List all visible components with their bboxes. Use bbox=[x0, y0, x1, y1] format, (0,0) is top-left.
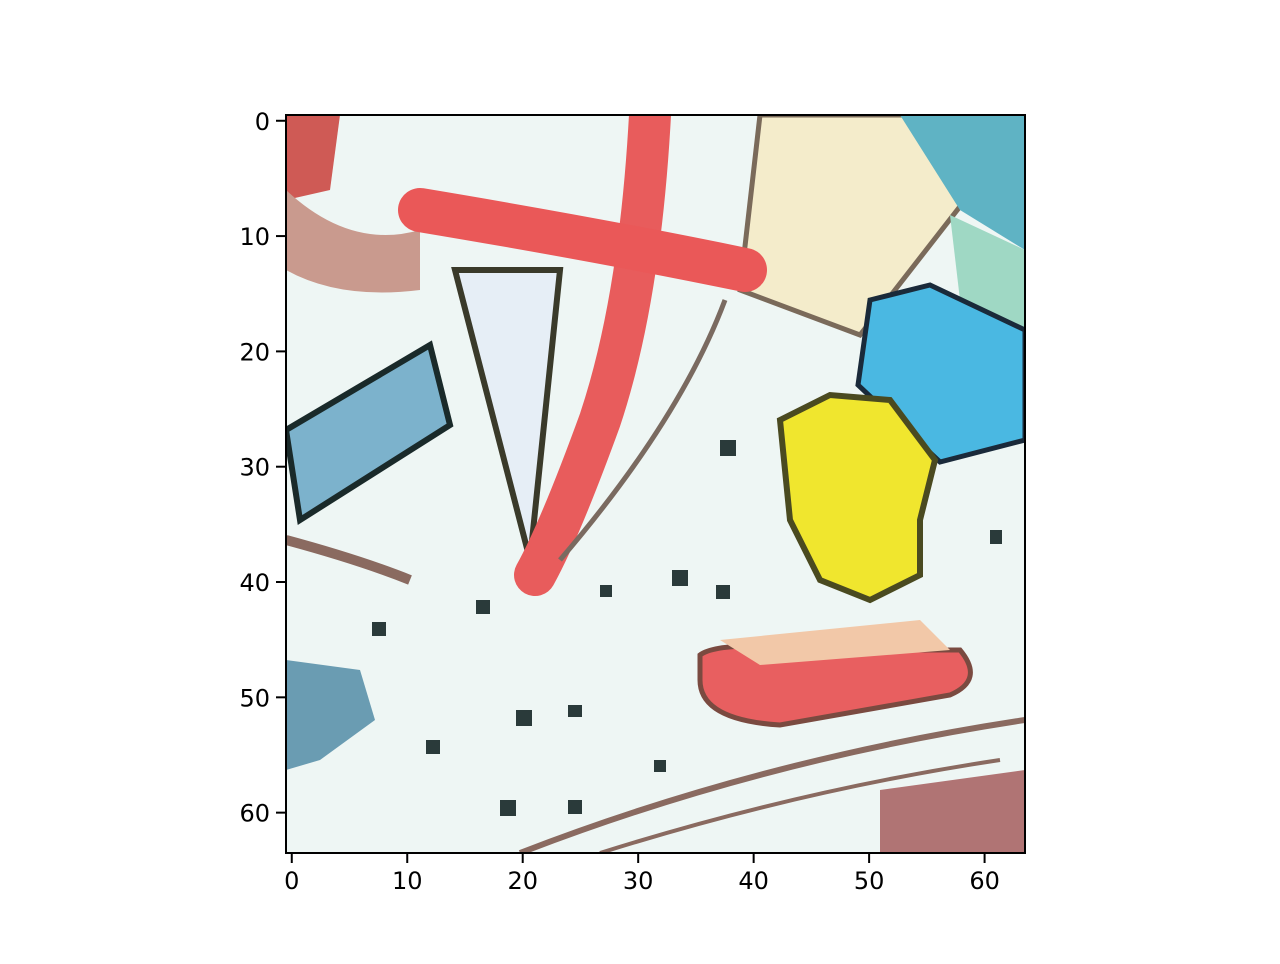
x-tick-label: 20 bbox=[507, 867, 538, 895]
x-tick-label: 60 bbox=[969, 867, 1000, 895]
y-tick-label: 10 bbox=[239, 223, 270, 251]
y-tick-label: 60 bbox=[239, 800, 270, 828]
x-tick-label: 40 bbox=[738, 867, 769, 895]
image bbox=[286, 115, 1025, 853]
y-tick-label: 40 bbox=[239, 569, 270, 597]
x-tick-label: 30 bbox=[623, 867, 654, 895]
x-tick-label: 10 bbox=[392, 867, 423, 895]
x-tick-label: 0 bbox=[284, 867, 299, 895]
x-tick-label: 50 bbox=[854, 867, 885, 895]
axes-frame bbox=[285, 114, 1026, 854]
y-tick-label: 30 bbox=[239, 454, 270, 482]
y-tick-label: 0 bbox=[255, 108, 270, 136]
y-tick-label: 20 bbox=[239, 338, 270, 366]
y-tick-label: 50 bbox=[239, 684, 270, 712]
